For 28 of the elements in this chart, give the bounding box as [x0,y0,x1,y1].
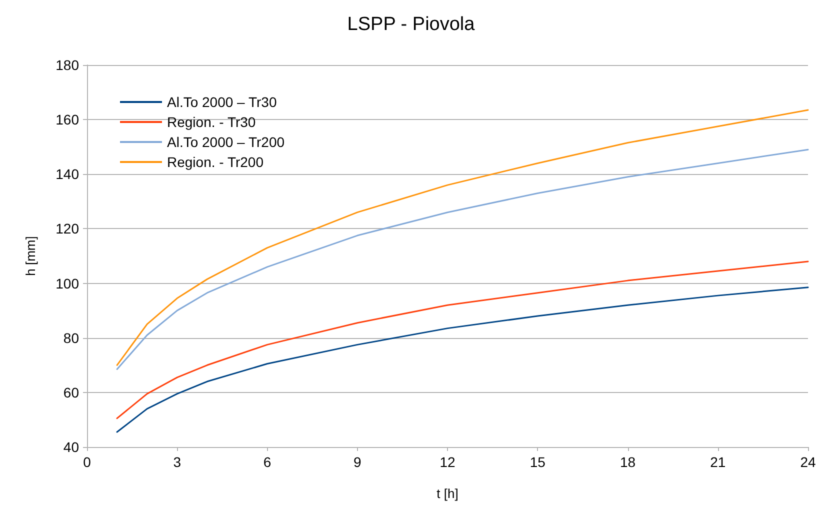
y-tick-label: 40 [63,439,80,455]
x-tick-label: 18 [620,454,636,470]
line-series [116,260,809,420]
y-tick-label: 100 [56,275,80,292]
y-tick-label: 80 [63,330,80,346]
x-tick-label: 15 [530,454,546,470]
line-series [116,286,809,433]
y-tick-label: 180 [56,57,80,73]
legend-label: Al.To 2000 – Tr30 [167,94,277,110]
x-tick-label: 3 [173,454,182,470]
x-tick-label: 12 [440,454,456,470]
y-tick-label: 160 [56,112,80,128]
x-axis-title: t [h] [436,486,458,501]
x-tick-label: 6 [263,454,272,470]
x-tick-label: 9 [353,454,362,470]
line-series [116,109,809,366]
legend-label: Region. - Tr200 [167,154,264,170]
y-tick-label: 120 [56,220,80,237]
line-series [116,148,809,370]
chart-title: LSPP - Piovola [347,14,476,35]
legend-label: Region. - Tr30 [167,114,256,130]
legend-label: Al.To 2000 – Tr200 [167,134,285,150]
x-tick-label: 21 [710,454,726,470]
y-tick-label: 60 [63,384,80,400]
y-axis-title: h [mm] [23,236,38,276]
y-tick-label: 140 [56,166,80,182]
x-tick-label: 24 [800,454,816,470]
x-tick-label: 0 [83,454,92,470]
